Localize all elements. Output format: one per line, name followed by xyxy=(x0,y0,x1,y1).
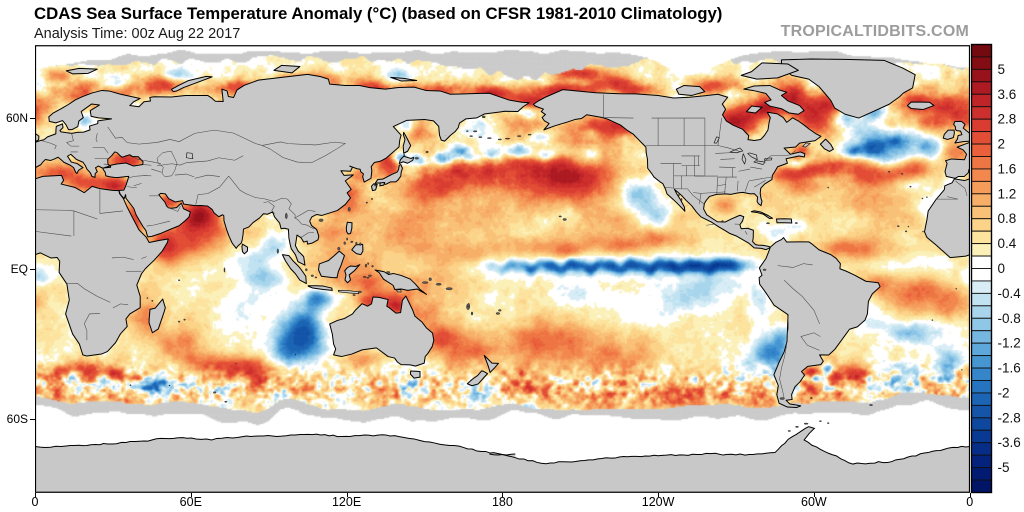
svg-text:1.6: 1.6 xyxy=(998,161,1017,176)
svg-text:-5: -5 xyxy=(998,460,1010,475)
svg-text:0.8: 0.8 xyxy=(998,211,1017,226)
svg-text:3.6: 3.6 xyxy=(998,87,1017,102)
svg-text:-1.6: -1.6 xyxy=(998,361,1021,376)
svg-text:1.2: 1.2 xyxy=(998,186,1017,201)
svg-text:-2.8: -2.8 xyxy=(998,410,1021,425)
svg-text:-0.8: -0.8 xyxy=(998,311,1021,326)
svg-text:5: 5 xyxy=(998,62,1006,77)
svg-text:0.4: 0.4 xyxy=(998,236,1017,251)
svg-text:-2: -2 xyxy=(998,385,1010,400)
svg-text:-3.6: -3.6 xyxy=(998,435,1021,450)
svg-text:0: 0 xyxy=(998,261,1006,276)
svg-text:2.8: 2.8 xyxy=(998,112,1017,127)
svg-text:-0.4: -0.4 xyxy=(998,286,1022,301)
svg-text:2: 2 xyxy=(998,137,1006,152)
svg-text:-1.2: -1.2 xyxy=(998,336,1021,351)
